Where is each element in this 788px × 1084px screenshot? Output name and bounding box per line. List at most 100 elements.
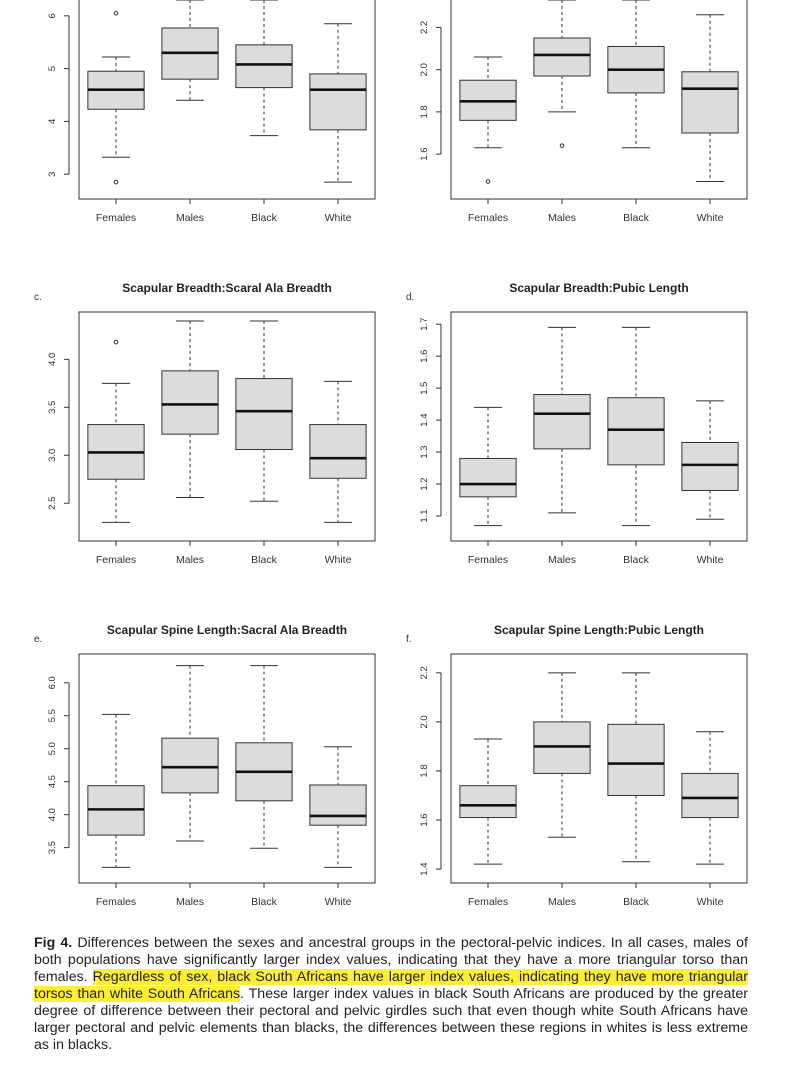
box-black <box>235 378 293 451</box>
panel-label: d. <box>406 292 414 303</box>
plot-frame <box>450 311 748 542</box>
x-tick-label: Females <box>96 212 136 224</box>
y-tick-label: 5.5 <box>47 709 58 722</box>
y-tick-label: 1.8 <box>419 105 430 118</box>
box-white <box>681 441 739 491</box>
y-tick-label: 4 <box>47 119 58 124</box>
y-tick-label: 4.0 <box>47 808 58 821</box>
y-tick-label: 3 <box>47 172 58 177</box>
box-white <box>309 73 367 131</box>
panel-label: f. <box>406 634 412 645</box>
chart-title: Scapular Spine Length:Pubic Length <box>494 623 704 637</box>
x-tick-label: Males <box>176 212 204 224</box>
x-tick-label: Black <box>623 554 649 566</box>
plot-frame <box>450 653 748 884</box>
y-tick-label: 3.5 <box>47 401 58 414</box>
outlier-point <box>113 10 119 16</box>
box-black <box>607 397 665 466</box>
y-tick-label: 3.5 <box>47 841 58 854</box>
panel-label: c. <box>34 292 42 303</box>
y-tick-label: 2.2 <box>419 666 430 679</box>
x-tick-label: Males <box>548 554 576 566</box>
box-white <box>309 424 367 479</box>
x-tick-label: Males <box>176 896 204 908</box>
box-black <box>607 723 665 796</box>
panel-label: e. <box>34 634 42 645</box>
y-tick-label: 4.0 <box>47 353 58 366</box>
x-tick-label: Females <box>468 212 508 224</box>
y-tick-label: 1.8 <box>419 764 430 777</box>
outlier-point <box>113 179 119 185</box>
caption-text-after: . These larger index values in black Sou… <box>34 986 748 1053</box>
box-males <box>533 394 591 450</box>
y-tick-label: 1.6 <box>419 350 430 363</box>
y-tick-label: 6 <box>47 13 58 18</box>
x-tick-label: Black <box>623 212 649 224</box>
box-females <box>459 785 517 819</box>
y-tick-label: 5 <box>47 66 58 71</box>
x-tick-label: Females <box>468 896 508 908</box>
box-males <box>533 37 591 77</box>
x-tick-label: Black <box>251 896 277 908</box>
x-tick-label: Males <box>176 554 204 566</box>
y-tick-label: 2.2 <box>419 21 430 34</box>
figure-caption: Fig 4. Differences between the sexes and… <box>34 935 748 1054</box>
x-tick-label: White <box>697 212 724 224</box>
x-tick-label: Black <box>251 212 277 224</box>
y-tick-label: 1.6 <box>419 148 430 161</box>
box-white <box>681 71 739 134</box>
x-tick-label: Black <box>251 554 277 566</box>
box-females <box>459 457 517 498</box>
y-tick-label: 1.4 <box>419 413 430 426</box>
box-males <box>161 370 219 435</box>
caption-text-before: Differences between the sexes and ancest… <box>34 935 748 985</box>
y-tick-label: 1.5 <box>419 382 430 395</box>
chart-title: Scapular Breadth:Scaral Ala Breadth <box>122 281 332 295</box>
plot-frame <box>78 0 376 200</box>
y-tick-label: 3.0 <box>47 449 58 462</box>
figure-label: Fig 4. <box>34 935 73 951</box>
x-tick-label: Females <box>96 896 136 908</box>
y-tick-label: 1.3 <box>419 445 430 458</box>
boxplot-panel-a: 3 4 5 6 Females Males Black White <box>47 0 376 224</box>
plot-frame <box>78 311 376 542</box>
y-tick-label: 1.6 <box>419 813 430 826</box>
x-tick-label: Males <box>548 896 576 908</box>
y-tick-label: 1.1 <box>419 509 430 522</box>
figure-4: 3 4 5 6 Females Males Black White 1.6 1.8 2.0 2.2 Fe… <box>34 0 748 908</box>
x-tick-label: White <box>697 554 724 566</box>
x-tick-label: Females <box>96 554 136 566</box>
boxplot-panel-e: Scapular Spine Length:Sacral Ala Breadth… <box>34 623 376 908</box>
y-tick-label: 4.5 <box>47 775 58 788</box>
y-tick-label: 1.4 <box>419 862 430 875</box>
x-tick-label: White <box>325 554 352 566</box>
boxplot-panel-b: 1.6 1.8 2.0 2.2 Females Males Black White <box>419 0 748 224</box>
x-tick-label: Males <box>548 212 576 224</box>
y-tick-label: 2.0 <box>419 715 430 728</box>
x-tick-label: Females <box>468 554 508 566</box>
plot-frame <box>78 653 376 884</box>
boxplot-panel-c: Scapular Breadth:Scaral Ala Breadth c. 2.5… <box>34 281 376 566</box>
y-tick-label: 2.0 <box>419 63 430 76</box>
outlier-point <box>113 339 119 345</box>
outlier-point <box>559 143 565 148</box>
x-tick-label: Black <box>623 896 649 908</box>
x-tick-label: White <box>325 896 352 908</box>
y-tick-label: 2.5 <box>47 497 58 510</box>
outlier-point <box>485 179 491 184</box>
y-tick-label: 6.0 <box>47 676 58 689</box>
box-black <box>235 44 293 89</box>
box-white <box>309 784 367 826</box>
boxplot-panel-d: Scapular Breadth:Pubic Length d. 1.1 1.2 1.3… <box>406 281 748 566</box>
chart-title: Scapular Spine Length:Sacral Ala Breadth <box>107 623 347 637</box>
box-white <box>681 772 739 819</box>
box-males <box>161 737 219 794</box>
boxplot-panel-f: Scapular Spine Length:Pubic Length f. 1.4 1… <box>406 623 748 908</box>
y-tick-label: 1.7 <box>419 318 430 331</box>
plot-frame <box>450 0 748 200</box>
x-tick-label: White <box>325 212 352 224</box>
y-tick-label: 1.2 <box>419 477 430 490</box>
chart-title: Scapular Breadth:Pubic Length <box>509 281 688 295</box>
y-tick-label: 5.0 <box>47 742 58 755</box>
x-tick-label: White <box>697 896 724 908</box>
